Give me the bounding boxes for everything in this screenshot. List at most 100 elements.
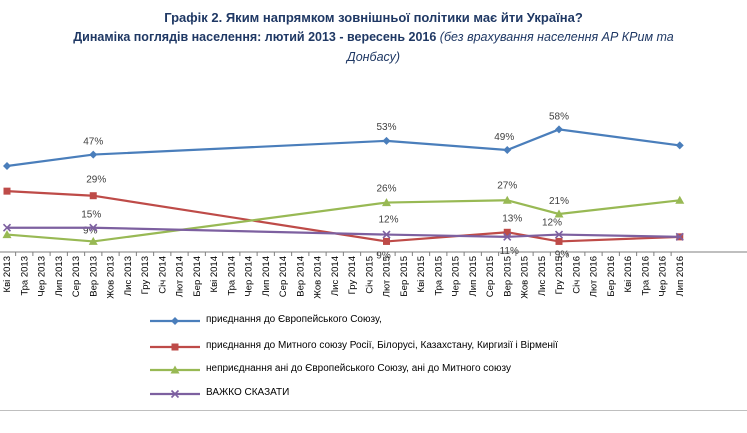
x-tick-label: Лис 2013 (123, 256, 134, 296)
x-tick-label: Жов 2015 (520, 256, 531, 299)
series-line (6, 199, 680, 243)
data-point-marker (555, 237, 563, 245)
x-tick-label: Жов 2014 (313, 256, 324, 299)
legend-label: неприєднання ані до Європейського Союзу,… (206, 363, 511, 374)
x-tick-label: Лип 2016 (675, 256, 686, 296)
data-label: 21% (549, 196, 569, 207)
x-tick-label: Бер 2016 (606, 256, 617, 297)
data-point-marker (382, 230, 391, 239)
legend-swatch (150, 365, 200, 374)
x-tick-label: Чер 2016 (658, 256, 669, 297)
legend-marker (171, 317, 179, 325)
x-tick-label: Кві 2016 (623, 256, 634, 292)
legend-marker (171, 343, 179, 351)
data-point-marker (503, 228, 511, 236)
x-tick-label: Гру 2013 (140, 256, 151, 294)
data-point-marker (3, 162, 11, 170)
x-tick-label: Чер 2015 (451, 256, 462, 297)
data-point-marker (554, 209, 564, 218)
data-point-marker (89, 150, 98, 159)
x-tick-label: Сер 2013 (71, 256, 82, 297)
x-tick-label: Лют 2014 (175, 256, 186, 297)
data-label: 47% (83, 137, 103, 148)
x-tick-label: Лип 2013 (54, 256, 65, 296)
x-tick-label: Сер 2015 (485, 256, 496, 297)
data-point-marker (2, 230, 12, 239)
legend-label: приєднання до Митного союзу Росії, Білор… (206, 340, 558, 351)
data-point-marker (502, 195, 512, 204)
x-tick-label: Лис 2014 (330, 256, 341, 296)
x-tick-label: Жов 2013 (106, 256, 117, 299)
chart-title: Графік 2. Яким напрямком зовнішньої полі… (164, 10, 583, 25)
x-tick-label: Тра 2013 (19, 256, 30, 296)
data-point-marker (89, 192, 97, 200)
series-line (7, 226, 680, 238)
legend-marker (170, 389, 180, 399)
series-line (6, 128, 680, 168)
data-point-marker (382, 136, 391, 145)
x-tick-label: Кві 2015 (416, 256, 427, 292)
x-tick-label: Чер 2014 (244, 256, 255, 297)
chart-subtitle-note: Донбасу) (346, 50, 401, 64)
x-tick-label: Бер 2014 (192, 256, 203, 297)
x-tick-label: Січ 2016 (571, 256, 582, 294)
series-line (6, 190, 680, 243)
x-tick-label: Січ 2015 (364, 256, 375, 294)
data-label: 9% (376, 250, 391, 261)
legend-swatch (150, 317, 200, 325)
data-label: 26% (376, 184, 396, 195)
data-label: 15% (81, 210, 101, 221)
x-tick-label: Кві 2013 (2, 256, 13, 292)
data-label: 12% (378, 215, 398, 226)
line-chart: Кві 2013 Тра 2013 Чер 2013 Лип 2013 Сер 2013… (0, 111, 747, 299)
x-tick-label: Вер 2015 (502, 256, 513, 297)
x-tick-label: Сер 2014 (278, 256, 289, 297)
data-label: 11% (500, 246, 519, 257)
x-tick-label: Вер 2013 (88, 256, 99, 297)
data-point-marker (3, 187, 11, 195)
x-tick-label: Тра 2016 (640, 256, 651, 296)
chart-subtitle: Динаміка поглядів населення: лютий 2013 … (73, 30, 674, 44)
data-point-marker (675, 141, 684, 150)
legend-marker (170, 365, 180, 374)
x-tick-label: Січ 2014 (157, 256, 168, 294)
data-point-marker (2, 223, 12, 232)
x-tick-label: Кві 2014 (209, 256, 220, 292)
data-point-marker (89, 223, 98, 232)
x-tick-label: Лис 2015 (537, 256, 548, 296)
x-tick-label: Лип 2014 (261, 256, 272, 296)
data-point-marker (554, 230, 564, 239)
x-tick-label: Гру 2014 (347, 256, 358, 294)
data-label: 27% (497, 180, 517, 191)
data-point-marker (503, 146, 512, 154)
x-tick-label: Лют 2016 (589, 256, 600, 297)
data-label: 53% (376, 122, 396, 133)
data-label: 9% (555, 249, 570, 260)
x-tick-label: Тра 2014 (226, 256, 237, 296)
data-label: 29% (86, 175, 106, 186)
data-label: 49% (494, 132, 514, 143)
data-point-marker (503, 232, 512, 241)
data-point-marker (382, 198, 391, 207)
x-tick-label: Тра 2015 (433, 256, 444, 296)
data-label: 12% (542, 218, 562, 229)
data-label: 13% (502, 213, 522, 224)
legend-swatch (150, 343, 200, 351)
data-point-marker (675, 232, 684, 241)
data-point-marker (675, 195, 685, 204)
legend-label: приєднання до Європейського Союзу, (206, 314, 382, 325)
x-tick-label: Чер 2013 (37, 256, 48, 297)
chart-border (0, 410, 747, 411)
data-label: 58% (549, 111, 569, 122)
x-tick-label: Лют 2015 (382, 256, 393, 297)
data-point-marker (555, 125, 563, 134)
x-tick-label: Вер 2014 (295, 256, 306, 297)
legend-swatch (150, 389, 200, 399)
legend-label: ВАЖКО СКАЗАТИ (206, 387, 290, 398)
data-point-marker (383, 237, 390, 245)
x-tick-label: Лип 2015 (468, 256, 479, 296)
data-point-marker (88, 236, 98, 245)
x-tick-label: Бер 2015 (399, 256, 410, 297)
x-tick-label: Гру 2015 (554, 256, 565, 294)
